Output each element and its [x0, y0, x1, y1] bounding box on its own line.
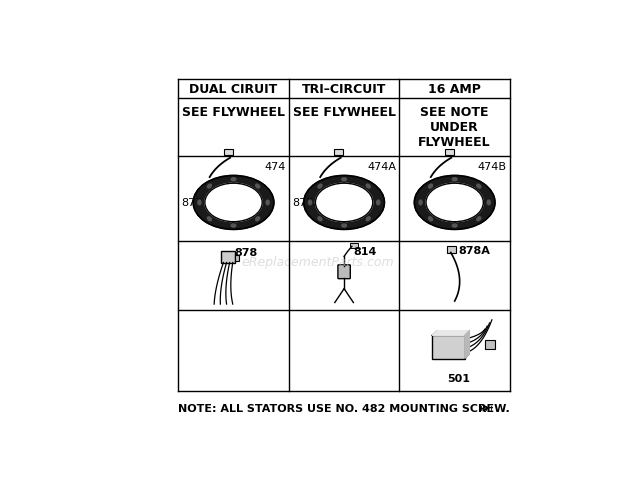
Ellipse shape: [342, 224, 347, 227]
Ellipse shape: [365, 216, 371, 223]
Text: 474A: 474A: [367, 162, 396, 171]
Ellipse shape: [451, 177, 458, 183]
Ellipse shape: [230, 177, 237, 183]
Ellipse shape: [231, 224, 236, 227]
Text: 877A: 877A: [292, 198, 321, 208]
Ellipse shape: [255, 185, 260, 189]
Ellipse shape: [208, 217, 211, 221]
Ellipse shape: [266, 201, 269, 205]
FancyBboxPatch shape: [235, 255, 239, 262]
FancyBboxPatch shape: [221, 252, 236, 264]
Ellipse shape: [340, 177, 348, 183]
Ellipse shape: [487, 201, 490, 205]
Text: NOTE: ALL STATORS USE NO. 482 MOUNTING SCREW.: NOTE: ALL STATORS USE NO. 482 MOUNTING S…: [179, 403, 510, 413]
Ellipse shape: [453, 179, 457, 182]
FancyBboxPatch shape: [445, 150, 454, 156]
Ellipse shape: [205, 184, 262, 222]
FancyBboxPatch shape: [484, 341, 495, 349]
Ellipse shape: [477, 185, 481, 189]
Ellipse shape: [426, 184, 484, 222]
Ellipse shape: [414, 176, 495, 230]
Text: 877: 877: [182, 198, 203, 208]
Ellipse shape: [376, 200, 381, 206]
Text: 474: 474: [264, 162, 286, 171]
Text: 474B: 474B: [478, 162, 507, 171]
Ellipse shape: [316, 184, 373, 222]
Ellipse shape: [230, 224, 237, 229]
Ellipse shape: [366, 185, 370, 189]
Ellipse shape: [309, 201, 312, 205]
Ellipse shape: [198, 201, 201, 205]
Ellipse shape: [477, 217, 481, 221]
Ellipse shape: [318, 217, 322, 221]
Text: 16 AMP: 16 AMP: [428, 83, 481, 96]
Ellipse shape: [197, 200, 202, 206]
Ellipse shape: [486, 200, 492, 206]
Text: DUAL CIRUIT: DUAL CIRUIT: [189, 83, 278, 96]
Ellipse shape: [265, 200, 270, 206]
Text: TRI–CIRCUIT: TRI–CIRCUIT: [302, 83, 386, 96]
Ellipse shape: [451, 224, 458, 229]
Ellipse shape: [340, 224, 348, 229]
Ellipse shape: [304, 176, 384, 230]
Ellipse shape: [231, 179, 236, 182]
FancyBboxPatch shape: [224, 150, 233, 156]
FancyBboxPatch shape: [350, 244, 358, 248]
Polygon shape: [432, 331, 469, 336]
Ellipse shape: [255, 217, 260, 221]
FancyBboxPatch shape: [334, 150, 343, 156]
Ellipse shape: [366, 217, 370, 221]
Ellipse shape: [342, 179, 347, 182]
FancyBboxPatch shape: [432, 335, 465, 359]
Ellipse shape: [255, 183, 261, 190]
Ellipse shape: [206, 183, 213, 190]
Text: SEE FLYWHEEL: SEE FLYWHEEL: [182, 105, 285, 119]
Text: 878: 878: [234, 247, 257, 258]
Ellipse shape: [427, 183, 433, 190]
Text: 501: 501: [447, 374, 470, 384]
Ellipse shape: [365, 183, 371, 190]
Text: 814: 814: [353, 246, 377, 256]
Ellipse shape: [476, 183, 482, 190]
Ellipse shape: [419, 201, 422, 205]
Text: eReplacementParts.com: eReplacementParts.com: [241, 256, 394, 269]
Ellipse shape: [428, 185, 433, 189]
Ellipse shape: [193, 176, 274, 230]
Text: SEE FLYWHEEL: SEE FLYWHEEL: [293, 105, 396, 119]
Polygon shape: [465, 331, 469, 359]
Ellipse shape: [317, 183, 323, 190]
Ellipse shape: [308, 200, 312, 206]
Ellipse shape: [427, 216, 433, 223]
Text: SEE NOTE
UNDER
FLYWHEEL: SEE NOTE UNDER FLYWHEEL: [418, 105, 491, 148]
Ellipse shape: [318, 185, 322, 189]
Ellipse shape: [453, 224, 457, 227]
Ellipse shape: [428, 217, 433, 221]
Ellipse shape: [317, 216, 323, 223]
Ellipse shape: [255, 216, 261, 223]
Ellipse shape: [476, 216, 482, 223]
FancyBboxPatch shape: [446, 246, 456, 253]
Ellipse shape: [418, 200, 423, 206]
FancyBboxPatch shape: [338, 265, 350, 279]
Ellipse shape: [376, 201, 379, 205]
Text: 878A: 878A: [459, 245, 490, 255]
Ellipse shape: [208, 185, 211, 189]
Ellipse shape: [206, 216, 213, 223]
